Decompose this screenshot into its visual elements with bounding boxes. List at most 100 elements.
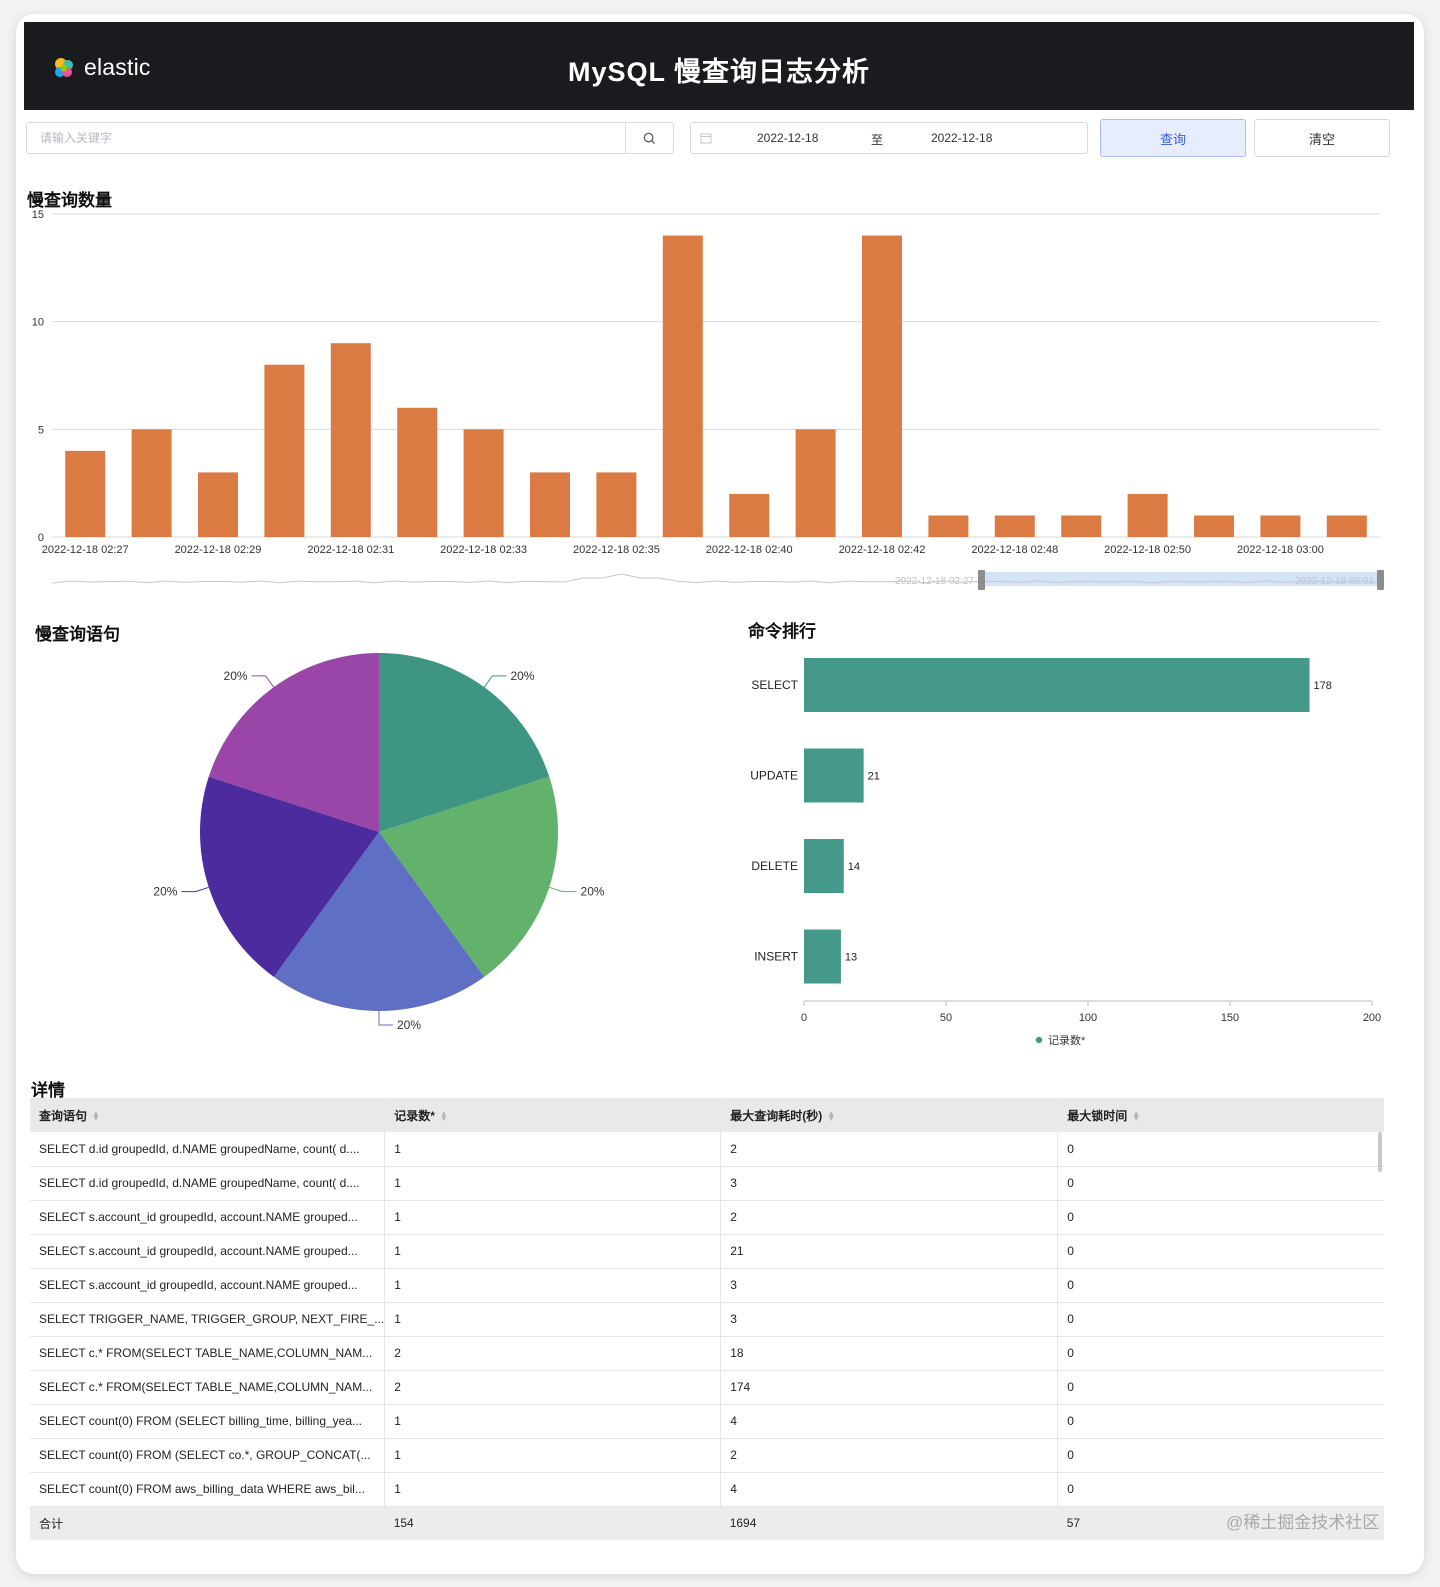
table-row[interactable]: SELECT count(0) FROM (SELECT billing_tim… [30, 1404, 1384, 1439]
pie-slice[interactable] [208, 653, 379, 832]
cell-query: SELECT s.account_id groupedId, account.N… [30, 1268, 386, 1303]
date-range-picker[interactable]: 2022-12-18 至 2022-12-18 [690, 122, 1088, 154]
search-input[interactable] [27, 123, 627, 153]
table-row[interactable]: SELECT c.* FROM(SELECT TABLE_NAME,COLUMN… [30, 1336, 1384, 1371]
y-tick-label: 10 [32, 317, 44, 329]
table-row[interactable]: SELECT TRIGGER_NAME, TRIGGER_GROUP, NEXT… [30, 1302, 1384, 1337]
table-row[interactable]: SELECT count(0) FROM (SELECT co.*, GROUP… [30, 1438, 1384, 1473]
bar[interactable] [729, 493, 770, 537]
bar[interactable] [397, 407, 438, 537]
rank-bar[interactable] [804, 839, 844, 893]
pie-label: 20% [224, 669, 248, 683]
bar[interactable] [198, 472, 238, 537]
bar[interactable] [65, 450, 106, 537]
cell-max-lock-time: 0 [1057, 1472, 1384, 1507]
cell-max-query-time: 21 [720, 1234, 1059, 1269]
cell-count: 1 [384, 1404, 722, 1439]
column-header-count[interactable]: 记录数* ▲ ▼ [384, 1098, 722, 1132]
table-row[interactable]: SELECT d.id groupedId, d.NAME groupedNam… [30, 1132, 1384, 1167]
date-end[interactable]: 2022-12-18 [931, 131, 993, 145]
bar[interactable] [463, 429, 504, 537]
bar[interactable] [928, 515, 969, 537]
pie-label-line [378, 1011, 393, 1026]
table-row[interactable]: SELECT count(0) FROM aws_billing_data WH… [30, 1472, 1384, 1507]
bar[interactable] [795, 429, 836, 537]
pie-slice[interactable] [199, 776, 379, 977]
cell-query: SELECT count(0) FROM (SELECT billing_tim… [30, 1404, 386, 1439]
cell-query: SELECT count(0) FROM (SELECT co.*, GROUP… [30, 1438, 386, 1473]
pie-label: 20% [581, 885, 605, 899]
legend-label[interactable]: 记录数* [1048, 1034, 1086, 1047]
table-total-row: 合计 154 1694 57 [30, 1506, 1384, 1540]
cell-max-lock-time: 0 [1057, 1268, 1384, 1303]
column-header-max-lock-time[interactable]: 最大锁时间 ▲ ▼ [1057, 1098, 1384, 1132]
bar[interactable] [264, 364, 305, 537]
table-row[interactable]: SELECT s.account_id groupedId, account.N… [30, 1268, 1384, 1303]
bar[interactable] [596, 472, 637, 537]
column-header-query[interactable]: 查询语句 ▲ ▼ [30, 1098, 386, 1132]
table-row[interactable]: SELECT s.account_id groupedId, account.N… [30, 1200, 1384, 1235]
zoom-handle-left[interactable] [978, 570, 985, 590]
cell-max-lock-time: 0 [1057, 1438, 1384, 1473]
pie-label: 20% [510, 669, 534, 683]
bar[interactable] [330, 343, 371, 537]
sort-icon[interactable]: ▲ ▼ [1132, 1109, 1141, 1124]
sort-icon[interactable]: ▲ ▼ [92, 1109, 100, 1124]
bar[interactable] [994, 515, 1035, 537]
clear-button[interactable]: 清空 [1254, 119, 1390, 157]
query-button[interactable]: 查询 [1100, 119, 1246, 157]
cell-max-query-time: 4 [720, 1404, 1059, 1439]
bar[interactable] [1127, 493, 1168, 537]
pie-slice[interactable] [273, 832, 485, 1011]
date-start[interactable]: 2022-12-18 [757, 131, 819, 145]
column-header-max-query-time[interactable]: 最大查询耗时(秒) ▲ ▼ [720, 1098, 1059, 1132]
x-tick-label: 2022-12-18 02:29 [175, 544, 262, 556]
bar[interactable] [1260, 515, 1301, 537]
cell-count: 1 [384, 1200, 722, 1235]
table-row[interactable]: SELECT s.account_id groupedId, account.N… [30, 1234, 1384, 1269]
bar[interactable] [1194, 515, 1234, 537]
cell-count: 2 [384, 1336, 722, 1371]
total-max-lock-time: 57 [1057, 1506, 1384, 1540]
total-query: 合计 [30, 1506, 385, 1540]
cell-max-query-time: 3 [720, 1268, 1059, 1303]
rank-value-label: 21 [868, 771, 880, 783]
rank-bar[interactable] [804, 748, 864, 803]
bar[interactable] [862, 235, 902, 537]
bar[interactable] [530, 472, 570, 537]
zoom-handle-right[interactable] [1377, 570, 1384, 590]
sort-icon[interactable]: ▲ ▼ [827, 1109, 836, 1124]
rank-category-label: INSERT [754, 950, 798, 964]
x-tick-label: 2022-12-18 02:33 [440, 544, 527, 556]
total-count: 154 [384, 1506, 721, 1540]
cell-count: 1 [384, 1132, 722, 1167]
legend-marker [1035, 1036, 1043, 1044]
table-row[interactable]: SELECT c.* FROM(SELECT TABLE_NAME,COLUMN… [30, 1370, 1384, 1405]
rank-bar[interactable] [804, 929, 841, 984]
pie-slice[interactable] [379, 653, 550, 832]
cell-query: SELECT s.account_id groupedId, account.N… [30, 1234, 386, 1269]
cell-count: 1 [384, 1166, 722, 1201]
search-icon [643, 132, 656, 144]
bar[interactable] [662, 235, 703, 537]
app-frame: elastic MySQL 慢查询日志分析 2022-12-18 至 2022-… [16, 14, 1424, 1574]
rank-bar[interactable] [804, 658, 1310, 712]
table-panel-title: 详情 [31, 1081, 65, 1100]
x-tick-label: 2022-12-18 02:31 [307, 544, 394, 556]
pie-slice[interactable] [379, 776, 559, 977]
table-row[interactable]: SELECT d.id groupedId, d.NAME groupedNam… [30, 1166, 1384, 1201]
sort-icon[interactable]: ▲ ▼ [439, 1109, 448, 1124]
bar[interactable] [1326, 515, 1367, 537]
zoom-end-label: 2022-12-18 03:01 [1295, 576, 1374, 587]
elastic-logo-icon [55, 57, 73, 77]
search-button[interactable] [625, 123, 673, 153]
table-scrollbar[interactable] [1378, 1132, 1382, 1172]
rank-category-label: UPDATE [750, 769, 798, 783]
rank-value-label: 178 [1314, 680, 1332, 692]
bar[interactable] [131, 429, 172, 537]
pie-label-line [251, 675, 275, 688]
cell-max-query-time: 2 [720, 1200, 1059, 1235]
cell-max-lock-time: 0 [1057, 1404, 1384, 1439]
bar[interactable] [1061, 515, 1102, 537]
y-tick-label: 0 [38, 532, 44, 544]
